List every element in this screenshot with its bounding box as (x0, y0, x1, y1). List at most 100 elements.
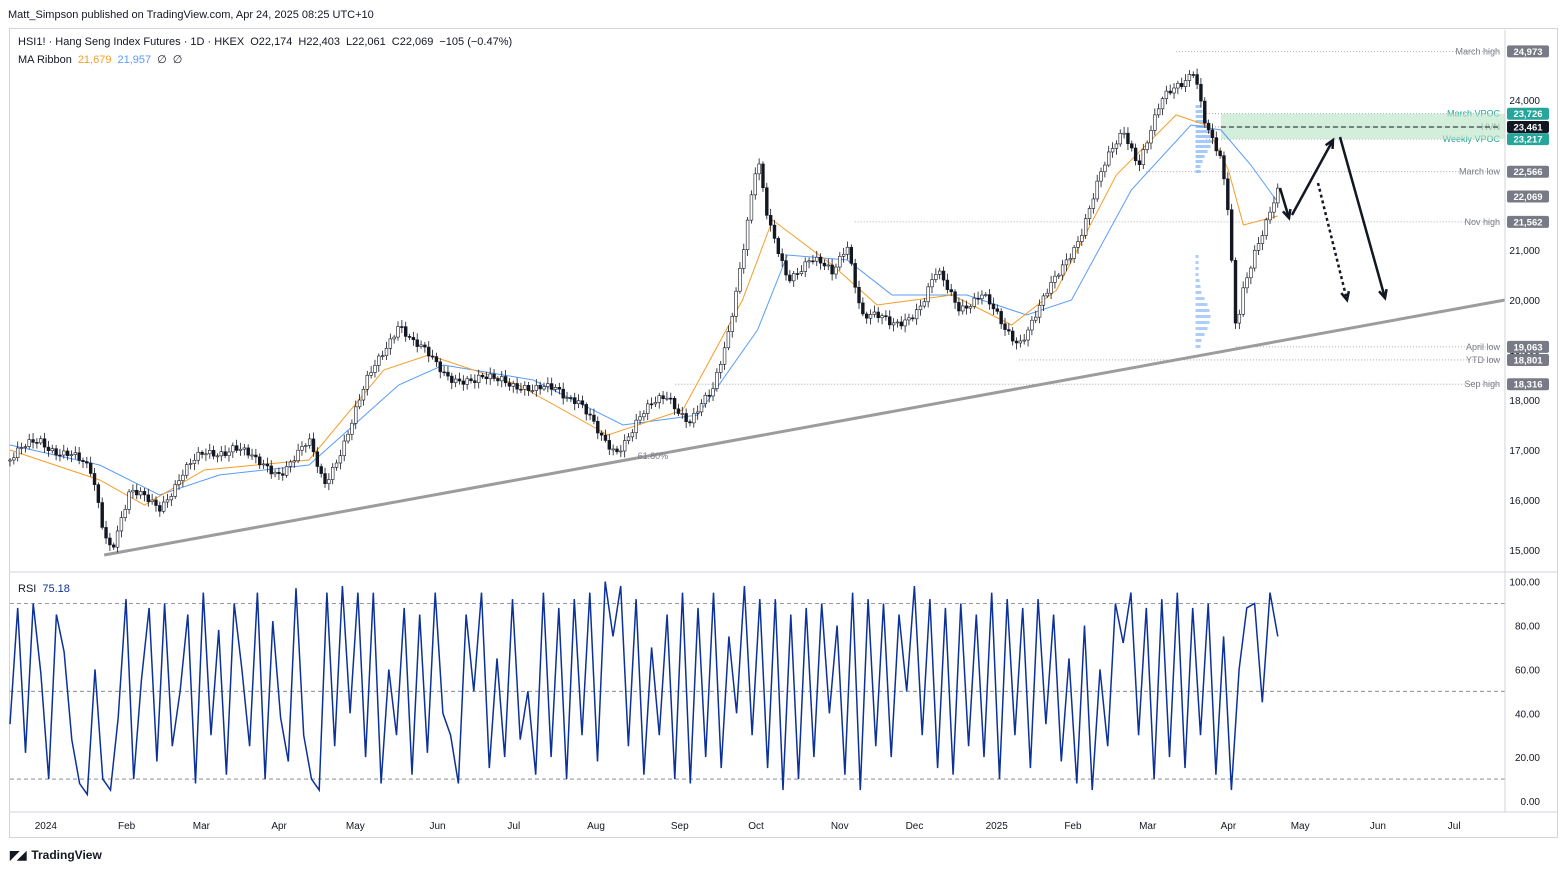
candle-body (957, 302, 961, 312)
candle-body (1041, 295, 1046, 306)
ma-legend[interactable]: MA Ribbon 21,679 21,957 ∅ ∅ (18, 53, 188, 66)
candle-body (484, 376, 489, 380)
candle-body (50, 448, 54, 451)
candle-body (1218, 150, 1222, 156)
candle-body (396, 326, 400, 338)
candle-body (672, 397, 677, 410)
candle-body (146, 494, 151, 502)
candle-body (215, 455, 220, 458)
candle-body (888, 316, 892, 326)
candle-body (1068, 258, 1073, 261)
candle-body (1214, 137, 1218, 152)
level-label: March low (1459, 167, 1501, 177)
candle-body (553, 387, 558, 390)
candle-body (415, 339, 419, 347)
candle-body (273, 471, 277, 475)
candle-body (1095, 180, 1099, 200)
time-tick-label: May (346, 821, 365, 832)
candle-body (62, 450, 66, 456)
candle-body (738, 268, 742, 292)
candle-body (227, 451, 231, 456)
price-tag (1507, 165, 1549, 178)
price-tag-label: 19,063 (1513, 342, 1542, 353)
candle-body (1226, 178, 1230, 211)
candle-body (961, 305, 965, 312)
price-tick-label: 16,000 (1509, 496, 1540, 507)
candle-body (304, 445, 308, 447)
candle-body (918, 305, 923, 311)
candle-body (242, 447, 247, 450)
candle-body (841, 253, 846, 257)
volume-profile-bar (1195, 315, 1211, 318)
candle-body (1180, 83, 1184, 87)
candle-body (231, 445, 235, 453)
candle-body (496, 378, 500, 382)
candle-body (857, 286, 861, 304)
ohlc-change: −105 (−0.47%) (439, 36, 513, 48)
candle-body (100, 502, 104, 528)
volume-profile-bar (1195, 110, 1203, 113)
time-tick-label: Sep (671, 821, 689, 832)
candle-body (265, 463, 270, 467)
level-label: Nov high (1464, 217, 1500, 227)
candle-body (895, 321, 900, 324)
candle-body (753, 173, 757, 196)
candle-body (542, 386, 546, 390)
candle-body (699, 403, 704, 413)
candle-body (123, 509, 127, 519)
candle-body (995, 308, 1000, 312)
candle-body (707, 394, 711, 397)
candle-body (930, 279, 934, 288)
candle-body (1141, 149, 1146, 165)
candle-body (1126, 132, 1130, 144)
candle-body (1253, 249, 1257, 269)
candle-body (35, 442, 39, 444)
price-tag (1507, 120, 1549, 133)
candle-body (937, 270, 942, 275)
candle-body (565, 397, 569, 399)
candle-body (899, 321, 903, 327)
candle-body (569, 397, 573, 399)
volume-profile-bar (1195, 279, 1200, 282)
rsi-label[interactable]: RSI (18, 583, 37, 595)
candle-body (1206, 122, 1211, 131)
symbol-legend[interactable]: HSI1! · Hang Seng Index Futures · 1D · H… (18, 36, 518, 48)
candle-body (1233, 260, 1238, 324)
arrow-head (1340, 290, 1351, 303)
rsi-legend[interactable]: RSI 75.18 (18, 583, 76, 595)
fib-label: 61.80% (638, 451, 669, 461)
rsi-tick-label: 80.00 (1515, 621, 1540, 632)
candle-body (1203, 100, 1207, 124)
arrow-shaft (1290, 139, 1335, 216)
ma-label[interactable]: MA Ribbon (18, 54, 72, 66)
arrow-down-short (1278, 187, 1292, 221)
candle-body (657, 395, 661, 403)
time-tick-label: Jul (507, 821, 520, 832)
ma-slow-line (9, 124, 1279, 496)
candle-body (85, 461, 89, 464)
volume-profile-bar (1195, 170, 1201, 173)
candle-body (1222, 155, 1226, 180)
candle-body (730, 316, 734, 332)
volume-profile-bar (1195, 291, 1202, 294)
arrow-head (1324, 137, 1335, 150)
candle-body (234, 445, 239, 451)
symbol-line[interactable]: HSI1! · Hang Seng Index Futures · 1D · H… (18, 36, 245, 48)
candle-body (476, 374, 481, 383)
candle-body (719, 364, 723, 373)
candle-body (488, 373, 492, 380)
candle-body (891, 322, 896, 326)
chart-frame[interactable] (9, 28, 1558, 838)
candle-body (192, 459, 197, 464)
candle-body (357, 399, 362, 408)
candle-body (1137, 160, 1142, 165)
candle-body (1210, 129, 1215, 138)
candle-body (1229, 209, 1234, 261)
candle-body (592, 414, 596, 422)
candle-body (964, 305, 969, 309)
time-tick-label: Aug (587, 821, 605, 832)
candle-body (603, 434, 608, 441)
tradingview-logo[interactable]: ◤◢ TradingView (10, 848, 102, 862)
